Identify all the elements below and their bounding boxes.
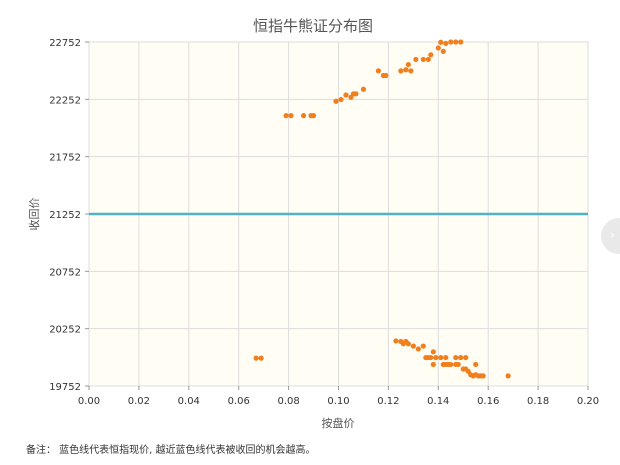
data-point[interactable] bbox=[393, 338, 399, 344]
y-tick-label: 19752 bbox=[49, 382, 81, 393]
x-tick-label: 0.10 bbox=[327, 396, 349, 407]
data-point[interactable] bbox=[438, 39, 444, 45]
data-point[interactable] bbox=[375, 68, 382, 74]
data-point[interactable] bbox=[410, 343, 416, 349]
chevron-right-icon: › bbox=[610, 228, 615, 242]
x-tick-label: 0.00 bbox=[78, 396, 100, 407]
data-point[interactable] bbox=[300, 113, 307, 119]
data-point[interactable] bbox=[455, 361, 461, 368]
y-axis-ticks: 19752 20252 20752 21252 21752 22252 22752 bbox=[49, 38, 89, 393]
x-tick-label: 0.18 bbox=[527, 396, 549, 407]
data-point[interactable] bbox=[288, 113, 294, 119]
x-tick-label: 0.08 bbox=[277, 396, 299, 407]
data-point[interactable] bbox=[283, 113, 289, 119]
y-tick-label: 20252 bbox=[49, 325, 81, 336]
x-tick-label: 0.12 bbox=[377, 396, 399, 407]
data-point[interactable] bbox=[438, 354, 444, 361]
data-point[interactable] bbox=[463, 354, 469, 361]
y-axis-label: 收回价 bbox=[27, 198, 41, 231]
data-point[interactable] bbox=[440, 48, 446, 55]
data-point[interactable] bbox=[448, 361, 454, 368]
data-point[interactable] bbox=[403, 67, 409, 73]
y-tick-label: 20752 bbox=[49, 267, 81, 278]
data-point[interactable] bbox=[473, 361, 479, 368]
data-point[interactable] bbox=[420, 56, 426, 63]
y-tick-label: 21252 bbox=[49, 210, 81, 221]
data-point[interactable] bbox=[443, 354, 449, 361]
x-tick-label: 0.02 bbox=[128, 396, 150, 407]
data-point[interactable] bbox=[258, 355, 264, 361]
data-point[interactable] bbox=[430, 349, 436, 355]
data-point[interactable] bbox=[428, 354, 434, 361]
data-point[interactable] bbox=[310, 113, 317, 119]
data-point[interactable] bbox=[425, 56, 431, 63]
data-point[interactable] bbox=[430, 361, 436, 368]
data-point[interactable] bbox=[505, 373, 511, 379]
data-point[interactable] bbox=[408, 68, 414, 74]
data-point[interactable] bbox=[398, 68, 404, 74]
data-point[interactable] bbox=[343, 92, 349, 98]
data-point[interactable] bbox=[338, 96, 344, 103]
data-point[interactable] bbox=[383, 72, 389, 79]
next-button[interactable]: › bbox=[601, 218, 620, 254]
data-point[interactable] bbox=[480, 373, 486, 379]
data-point[interactable] bbox=[443, 40, 449, 46]
data-point[interactable] bbox=[405, 341, 411, 347]
data-point[interactable] bbox=[435, 45, 441, 51]
data-point[interactable] bbox=[413, 56, 419, 63]
data-point[interactable] bbox=[333, 98, 339, 104]
data-point[interactable] bbox=[458, 354, 464, 361]
x-tick-label: 0.20 bbox=[577, 396, 599, 407]
data-point[interactable] bbox=[253, 355, 259, 361]
data-point[interactable] bbox=[360, 86, 367, 92]
x-axis-ticks: 0.00 0.02 0.04 0.06 0.08 0.10 0.12 0.14 0.16 0.18… bbox=[78, 386, 599, 407]
data-point[interactable] bbox=[420, 343, 426, 349]
y-tick-label: 22252 bbox=[49, 95, 81, 106]
y-tick-label: 22752 bbox=[49, 38, 81, 49]
data-point[interactable] bbox=[458, 39, 464, 45]
x-tick-label: 0.04 bbox=[178, 396, 200, 407]
data-point[interactable] bbox=[448, 39, 454, 45]
data-point[interactable] bbox=[353, 91, 359, 97]
scatter-points bbox=[253, 39, 511, 379]
data-point[interactable] bbox=[453, 39, 459, 45]
data-point[interactable] bbox=[428, 52, 434, 58]
x-tick-label: 0.14 bbox=[427, 396, 449, 407]
data-point[interactable] bbox=[433, 354, 439, 361]
data-point[interactable] bbox=[453, 354, 459, 361]
x-axis-label: 按盘价 bbox=[322, 416, 355, 430]
chart: 恒指牛熊证分布图 0.00 0.02 0.04 0.06 0.08 0.10 0.12 0.1… bbox=[27, 17, 599, 430]
chart-note: 备注： 蓝色线代表恒指现价, 越近蓝色线代表被收回的机会越高。 bbox=[26, 445, 316, 456]
data-point[interactable] bbox=[415, 346, 421, 352]
data-point[interactable] bbox=[405, 61, 411, 68]
x-tick-label: 0.06 bbox=[228, 396, 250, 407]
y-tick-label: 21752 bbox=[49, 153, 81, 164]
chart-title: 恒指牛熊证分布图 bbox=[253, 17, 373, 35]
x-tick-label: 0.16 bbox=[477, 396, 499, 407]
